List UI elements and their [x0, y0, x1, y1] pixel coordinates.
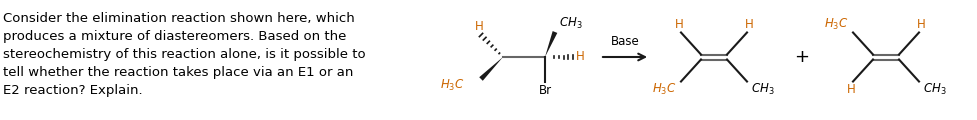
- Text: $CH_3$: $CH_3$: [559, 15, 582, 31]
- Text: $CH_3$: $CH_3$: [922, 82, 946, 97]
- Text: H: H: [743, 18, 752, 31]
- Polygon shape: [544, 31, 557, 57]
- Text: $CH_3$: $CH_3$: [750, 82, 774, 97]
- Text: $H_3C$: $H_3C$: [652, 82, 676, 97]
- Polygon shape: [479, 57, 502, 81]
- Text: Base: Base: [610, 35, 639, 48]
- Text: Consider the elimination reaction shown here, which: Consider the elimination reaction shown …: [3, 12, 355, 25]
- Text: tell whether the reaction takes place via an E1 or an: tell whether the reaction takes place vi…: [3, 66, 353, 79]
- Text: H: H: [915, 18, 924, 31]
- Text: H: H: [474, 19, 483, 33]
- Text: H: H: [575, 51, 584, 63]
- Text: stereochemistry of this reaction alone, is it possible to: stereochemistry of this reaction alone, …: [3, 48, 365, 61]
- Text: H: H: [674, 18, 683, 31]
- Text: produces a mixture of diastereomers. Based on the: produces a mixture of diastereomers. Bas…: [3, 30, 346, 43]
- Text: $H_3C$: $H_3C$: [824, 17, 848, 32]
- Text: +: +: [793, 48, 809, 66]
- Text: H: H: [846, 83, 855, 96]
- Text: $H_3C$: $H_3C$: [440, 77, 464, 93]
- Text: E2 reaction? Explain.: E2 reaction? Explain.: [3, 84, 143, 97]
- Text: Br: Br: [538, 84, 551, 97]
